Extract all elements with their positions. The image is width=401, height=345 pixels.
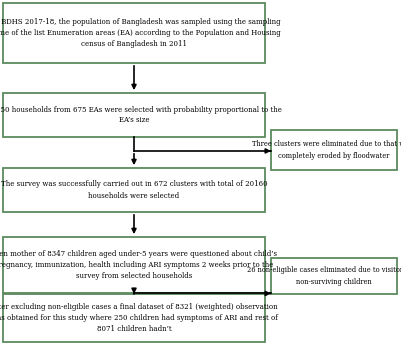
Text: After excluding non-eligible cases a final dataset of 8321 (weighted) observatio: After excluding non-eligible cases a fin… [0, 303, 277, 333]
Text: For BDHS 2017-18, the population of Bangladesh was sampled using the sampling
fr: For BDHS 2017-18, the population of Bang… [0, 18, 281, 48]
Text: The survey was successfully carried out in 672 clusters with total of 20160
hous: The survey was successfully carried out … [1, 180, 267, 199]
Bar [3, 93, 265, 137]
Text: Three clusters were eliminated due to that were
completely eroded by floodwater: Three clusters were eliminated due to th… [252, 140, 401, 159]
Bar [3, 237, 265, 293]
Text: 20250 households from 675 EAs were selected with probability proportional to the: 20250 households from 675 EAs were selec… [0, 106, 282, 125]
Bar [271, 130, 397, 170]
Text: Then mother of 8347 children aged under-5 years were questioned about child’s
pr: Then mother of 8347 children aged under-… [0, 250, 277, 280]
Bar [271, 258, 397, 294]
Text: 26 non-eligible cases eliminated due to visitors and
non-surviving children: 26 non-eligible cases eliminated due to … [247, 266, 401, 286]
Bar [3, 168, 265, 212]
Bar [3, 3, 265, 63]
Bar [3, 294, 265, 342]
